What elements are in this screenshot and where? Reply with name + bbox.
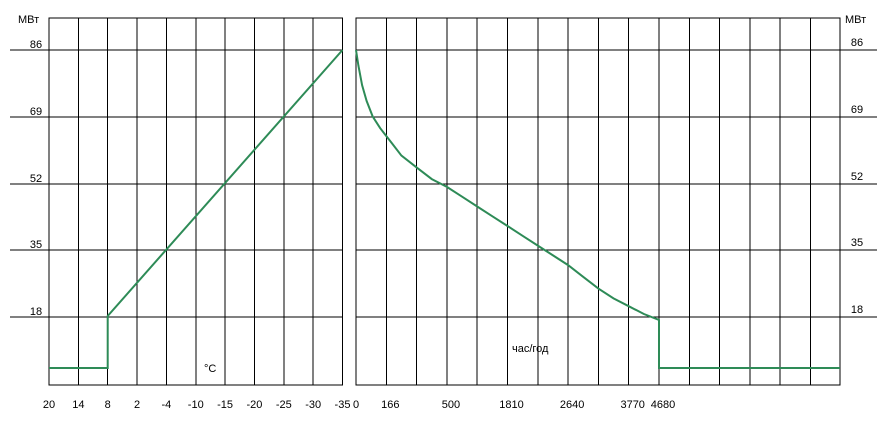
left-x-tick-label: -35 [335,399,351,411]
left-chart-panel: 86 69 52 35 18 20 14 8 2 -4 -10 -15 -20 -25 -30 -35 [10,17,351,411]
left-y-tick-label: 35 [30,239,42,251]
left-x-tick-label: 20 [43,399,55,411]
left-x-axis-label: °C [204,363,216,375]
left-load-curve [49,49,344,369]
right-x-tick-label: 166 [381,399,399,411]
left-y-tick-label: 18 [30,306,42,318]
right-y-unit-label: МВт [845,14,866,26]
right-x-tick-label: 3770 [620,399,644,411]
right-x-tick-label: 1810 [499,399,523,411]
left-x-tick-label: 8 [105,399,111,411]
right-y-tick-label: 86 [851,37,863,49]
left-x-tick-label: -4 [162,399,172,411]
left-x-tick-label: -30 [305,399,321,411]
right-x-axis-label: час/год [512,343,549,355]
right-y-tick-label: 18 [851,304,863,316]
left-x-tick-label: -20 [246,399,262,411]
left-x-tick-label: 2 [134,399,140,411]
left-y-tick-label: 52 [30,173,42,185]
left-x-tick-label: -15 [217,399,233,411]
right-x-tick-label: 2640 [560,399,584,411]
left-x-tick-label: -10 [188,399,204,411]
right-y-tick-label: 69 [851,104,863,116]
right-chart-panel: 86 69 52 35 18 0 166 500 1810 2640 3770 4680 [353,17,877,411]
left-y-tick-label: 86 [30,39,42,51]
left-x-tick-label: 14 [72,399,84,411]
right-x-tick-label: 4680 [651,399,675,411]
right-y-tick-label: 52 [851,171,863,183]
left-y-unit-label: МВт [18,14,39,26]
left-y-tick-label: 69 [30,106,42,118]
right-x-tick-label: 500 [442,399,460,411]
left-x-tick-label: -25 [276,399,292,411]
right-duration-curve [355,49,840,369]
right-y-tick-label: 35 [851,237,863,249]
right-x-tick-label: 0 [353,399,359,411]
